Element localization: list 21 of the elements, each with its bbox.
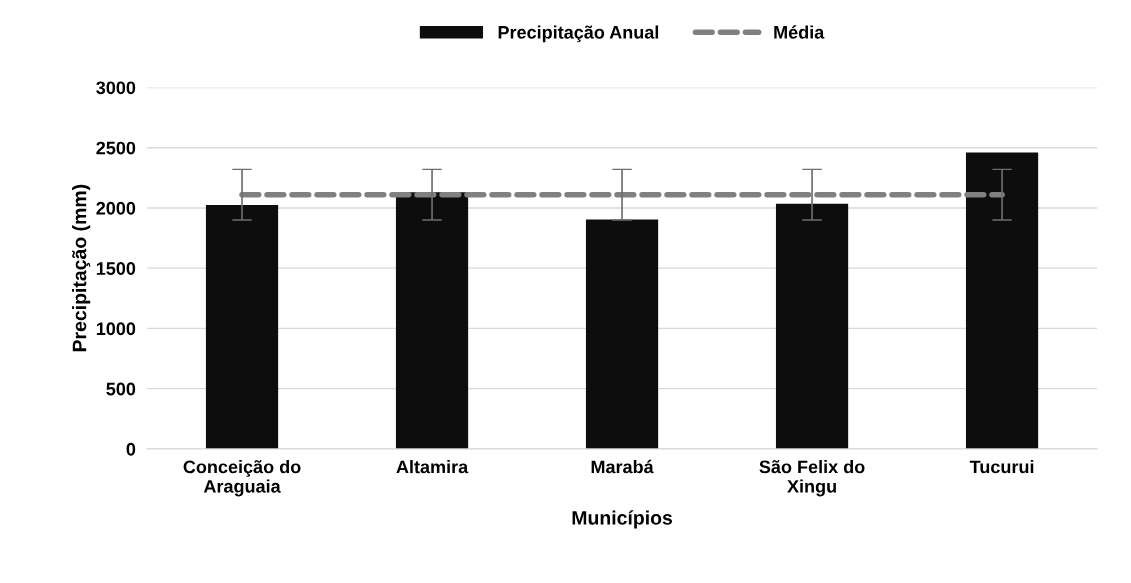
x-axis-title: Municípios <box>572 510 673 529</box>
y-tick-label: 1000 <box>96 322 136 336</box>
y-tick-label: 1500 <box>96 262 136 275</box>
bar <box>205 204 279 449</box>
legend-label: Precipitação Anual <box>498 25 659 43</box>
y-tick-label: 2000 <box>96 201 136 215</box>
x-tick-label: São Felix do Xingu <box>759 460 865 497</box>
x-tick-label: Altamira <box>396 460 469 474</box>
x-tick-label: Conceição do Araguaia <box>183 460 301 497</box>
bar <box>585 219 659 449</box>
bar <box>395 192 469 449</box>
y-tick-label: 500 <box>106 382 136 396</box>
legend-label: Média <box>774 25 825 39</box>
y-tick-label: 3000 <box>96 81 136 95</box>
y-tick-label: 2500 <box>96 141 136 155</box>
bar <box>775 203 849 449</box>
x-tick-label: Marabá <box>591 459 654 474</box>
y-tick-label: 0 <box>126 442 136 456</box>
y-axis-title: Precipitação (mm) <box>72 184 91 352</box>
bar <box>965 152 1039 449</box>
x-tick-label: Tucurui <box>969 460 1034 474</box>
